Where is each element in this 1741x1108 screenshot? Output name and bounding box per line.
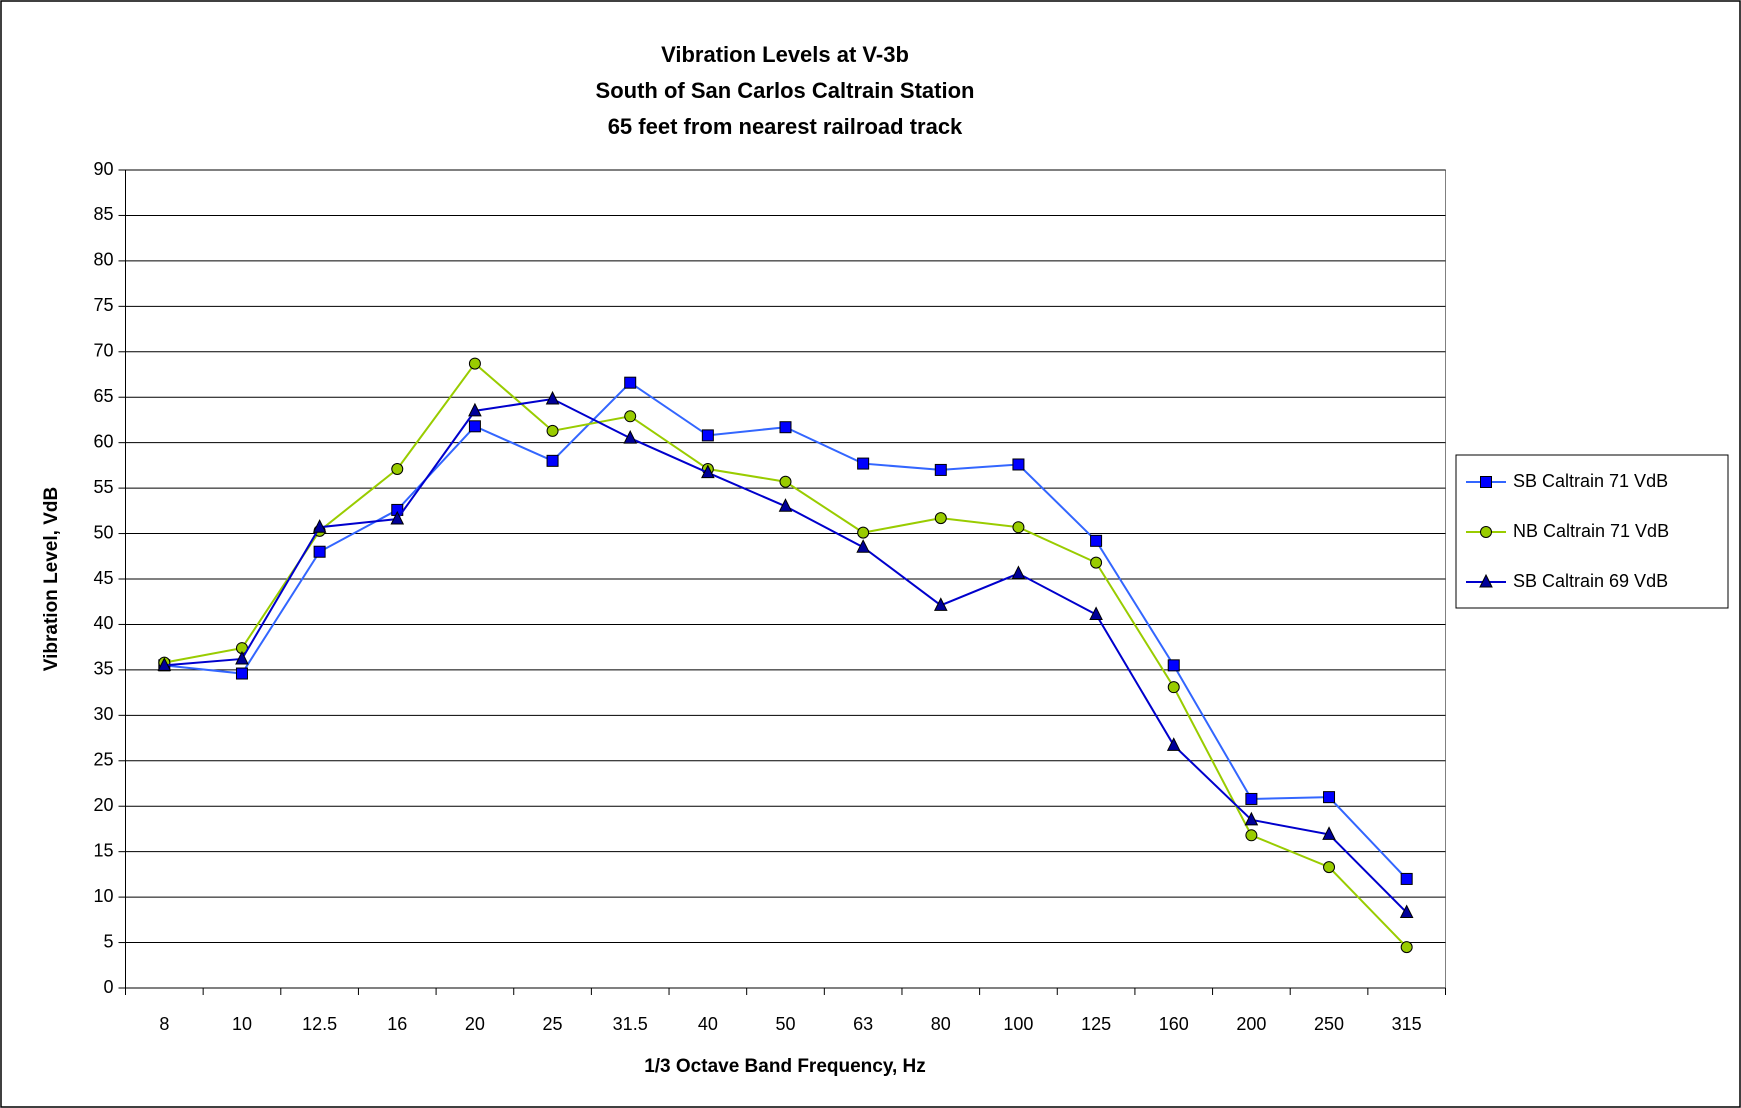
- y-tick-label: 65: [93, 386, 113, 406]
- marker: [856, 539, 870, 553]
- marker: [701, 429, 714, 442]
- marker: [545, 390, 560, 405]
- x-tick-label: 8: [159, 1014, 169, 1034]
- marker: [933, 597, 948, 611]
- marker: [1167, 659, 1180, 672]
- marker: [779, 421, 792, 434]
- legend-label: SB Caltrain 71 VdB: [1513, 471, 1668, 491]
- y-tick-label: 60: [93, 431, 113, 451]
- y-tick-label: 25: [93, 750, 113, 770]
- marker: [1399, 904, 1414, 919]
- y-tick-label: 35: [93, 659, 113, 679]
- marker: [1012, 458, 1025, 471]
- marker: [778, 498, 793, 512]
- marker: [1400, 872, 1413, 885]
- marker: [1167, 681, 1180, 694]
- legend-label: NB Caltrain 71 VdB: [1513, 521, 1669, 541]
- y-axis-title: Vibration Level, VdB: [41, 487, 62, 671]
- marker: [391, 463, 404, 476]
- x-tick-label: 10: [232, 1014, 252, 1034]
- marker: [468, 420, 481, 433]
- marker: [1322, 826, 1336, 840]
- marker: [1245, 829, 1258, 842]
- marker: [1323, 791, 1336, 804]
- marker: [390, 510, 405, 525]
- x-tick-label: 125: [1081, 1014, 1111, 1034]
- marker: [1480, 476, 1492, 488]
- x-tick-label: 80: [931, 1014, 951, 1034]
- marker: [624, 410, 637, 423]
- y-tick-label: 75: [93, 295, 113, 315]
- marker: [1400, 941, 1413, 954]
- marker: [1245, 792, 1258, 805]
- marker: [235, 667, 248, 680]
- x-tick-label: 200: [1236, 1014, 1266, 1034]
- marker: [1480, 526, 1492, 538]
- y-tick-label: 90: [93, 159, 113, 179]
- marker: [857, 526, 870, 539]
- x-tick-label: 50: [775, 1014, 795, 1034]
- marker: [312, 519, 327, 533]
- marker: [157, 657, 172, 671]
- marker: [701, 464, 715, 479]
- chart-title: Vibration Levels at V-3b: [661, 42, 909, 67]
- chart-subtitle: 65 feet from nearest railroad track: [608, 114, 963, 139]
- x-tick-label: 31.5: [613, 1014, 648, 1034]
- y-tick-label: 45: [93, 568, 113, 588]
- x-tick-label: 160: [1159, 1014, 1189, 1034]
- x-tick-label: 40: [698, 1014, 718, 1034]
- marker: [623, 430, 638, 444]
- marker: [235, 650, 249, 665]
- marker: [1011, 565, 1026, 580]
- y-tick-label: 50: [93, 522, 113, 542]
- x-tick-label: 63: [853, 1014, 873, 1034]
- y-tick-label: 20: [93, 795, 113, 815]
- marker: [468, 402, 482, 417]
- marker: [1479, 573, 1493, 588]
- y-tick-label: 15: [93, 840, 113, 860]
- x-tick-label: 250: [1314, 1014, 1344, 1034]
- legend: SB Caltrain 71 VdB NB Caltrain 71 VdB SB C…: [1455, 454, 1729, 609]
- marker: [934, 463, 947, 476]
- y-tick-label: 55: [93, 477, 113, 497]
- marker: [1323, 861, 1336, 874]
- y-tick-label: 0: [103, 977, 113, 997]
- x-tick-label: 12.5: [302, 1014, 337, 1034]
- marker: [313, 545, 326, 558]
- x-tick-label: 16: [387, 1014, 407, 1034]
- x-axis-title: 1/3 Octave Band Frequency, Hz: [644, 1056, 926, 1077]
- marker: [624, 376, 637, 389]
- y-tick-label: 5: [103, 931, 113, 951]
- x-tick-label: 20: [465, 1014, 485, 1034]
- y-tick-label: 70: [93, 341, 113, 361]
- marker: [546, 454, 559, 467]
- marker: [934, 512, 947, 525]
- y-tick-label: 85: [93, 204, 113, 224]
- chart-subtitle: South of San Carlos Caltrain Station: [596, 78, 975, 103]
- marker: [857, 457, 870, 470]
- marker: [468, 357, 481, 370]
- legend-label: SB Caltrain 69 VdB: [1513, 571, 1668, 591]
- x-tick-label: 25: [543, 1014, 563, 1034]
- y-tick-label: 80: [93, 250, 113, 270]
- x-tick-label: 100: [1003, 1014, 1033, 1034]
- marker: [1090, 556, 1103, 569]
- x-tick-label: 315: [1392, 1014, 1422, 1034]
- y-tick-label: 10: [93, 886, 113, 906]
- marker: [779, 475, 792, 488]
- y-tick-label: 30: [93, 704, 113, 724]
- marker: [1012, 521, 1025, 534]
- marker: [1244, 811, 1259, 826]
- marker: [546, 424, 559, 437]
- marker: [1090, 534, 1103, 547]
- y-tick-label: 40: [93, 613, 113, 633]
- marker: [1089, 606, 1103, 620]
- marker: [1166, 737, 1181, 751]
